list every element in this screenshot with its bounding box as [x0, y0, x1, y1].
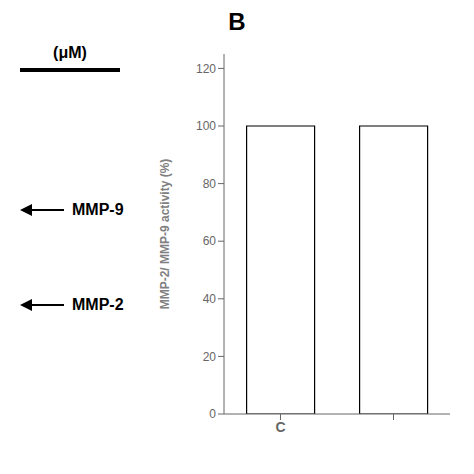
svg-text:MMP-2/ MMP-9 activity (%): MMP-2/ MMP-9 activity (%): [158, 159, 172, 310]
html-text:MMP-2: MMP-2: [72, 296, 124, 313]
html-text:B: B: [228, 8, 246, 35]
html-text:MMP-9: MMP-9: [72, 201, 124, 218]
svg-text:100: 100: [196, 119, 216, 133]
svg-text:20: 20: [203, 350, 217, 364]
html-text:(μM): (μM): [53, 44, 87, 61]
svg-text:C: C: [275, 419, 285, 435]
svg-text:0: 0: [209, 407, 216, 421]
svg-text:80: 80: [203, 177, 217, 191]
svg-text:60: 60: [203, 234, 217, 248]
svg-text:40: 40: [203, 292, 217, 306]
svg-text:120: 120: [196, 62, 216, 76]
